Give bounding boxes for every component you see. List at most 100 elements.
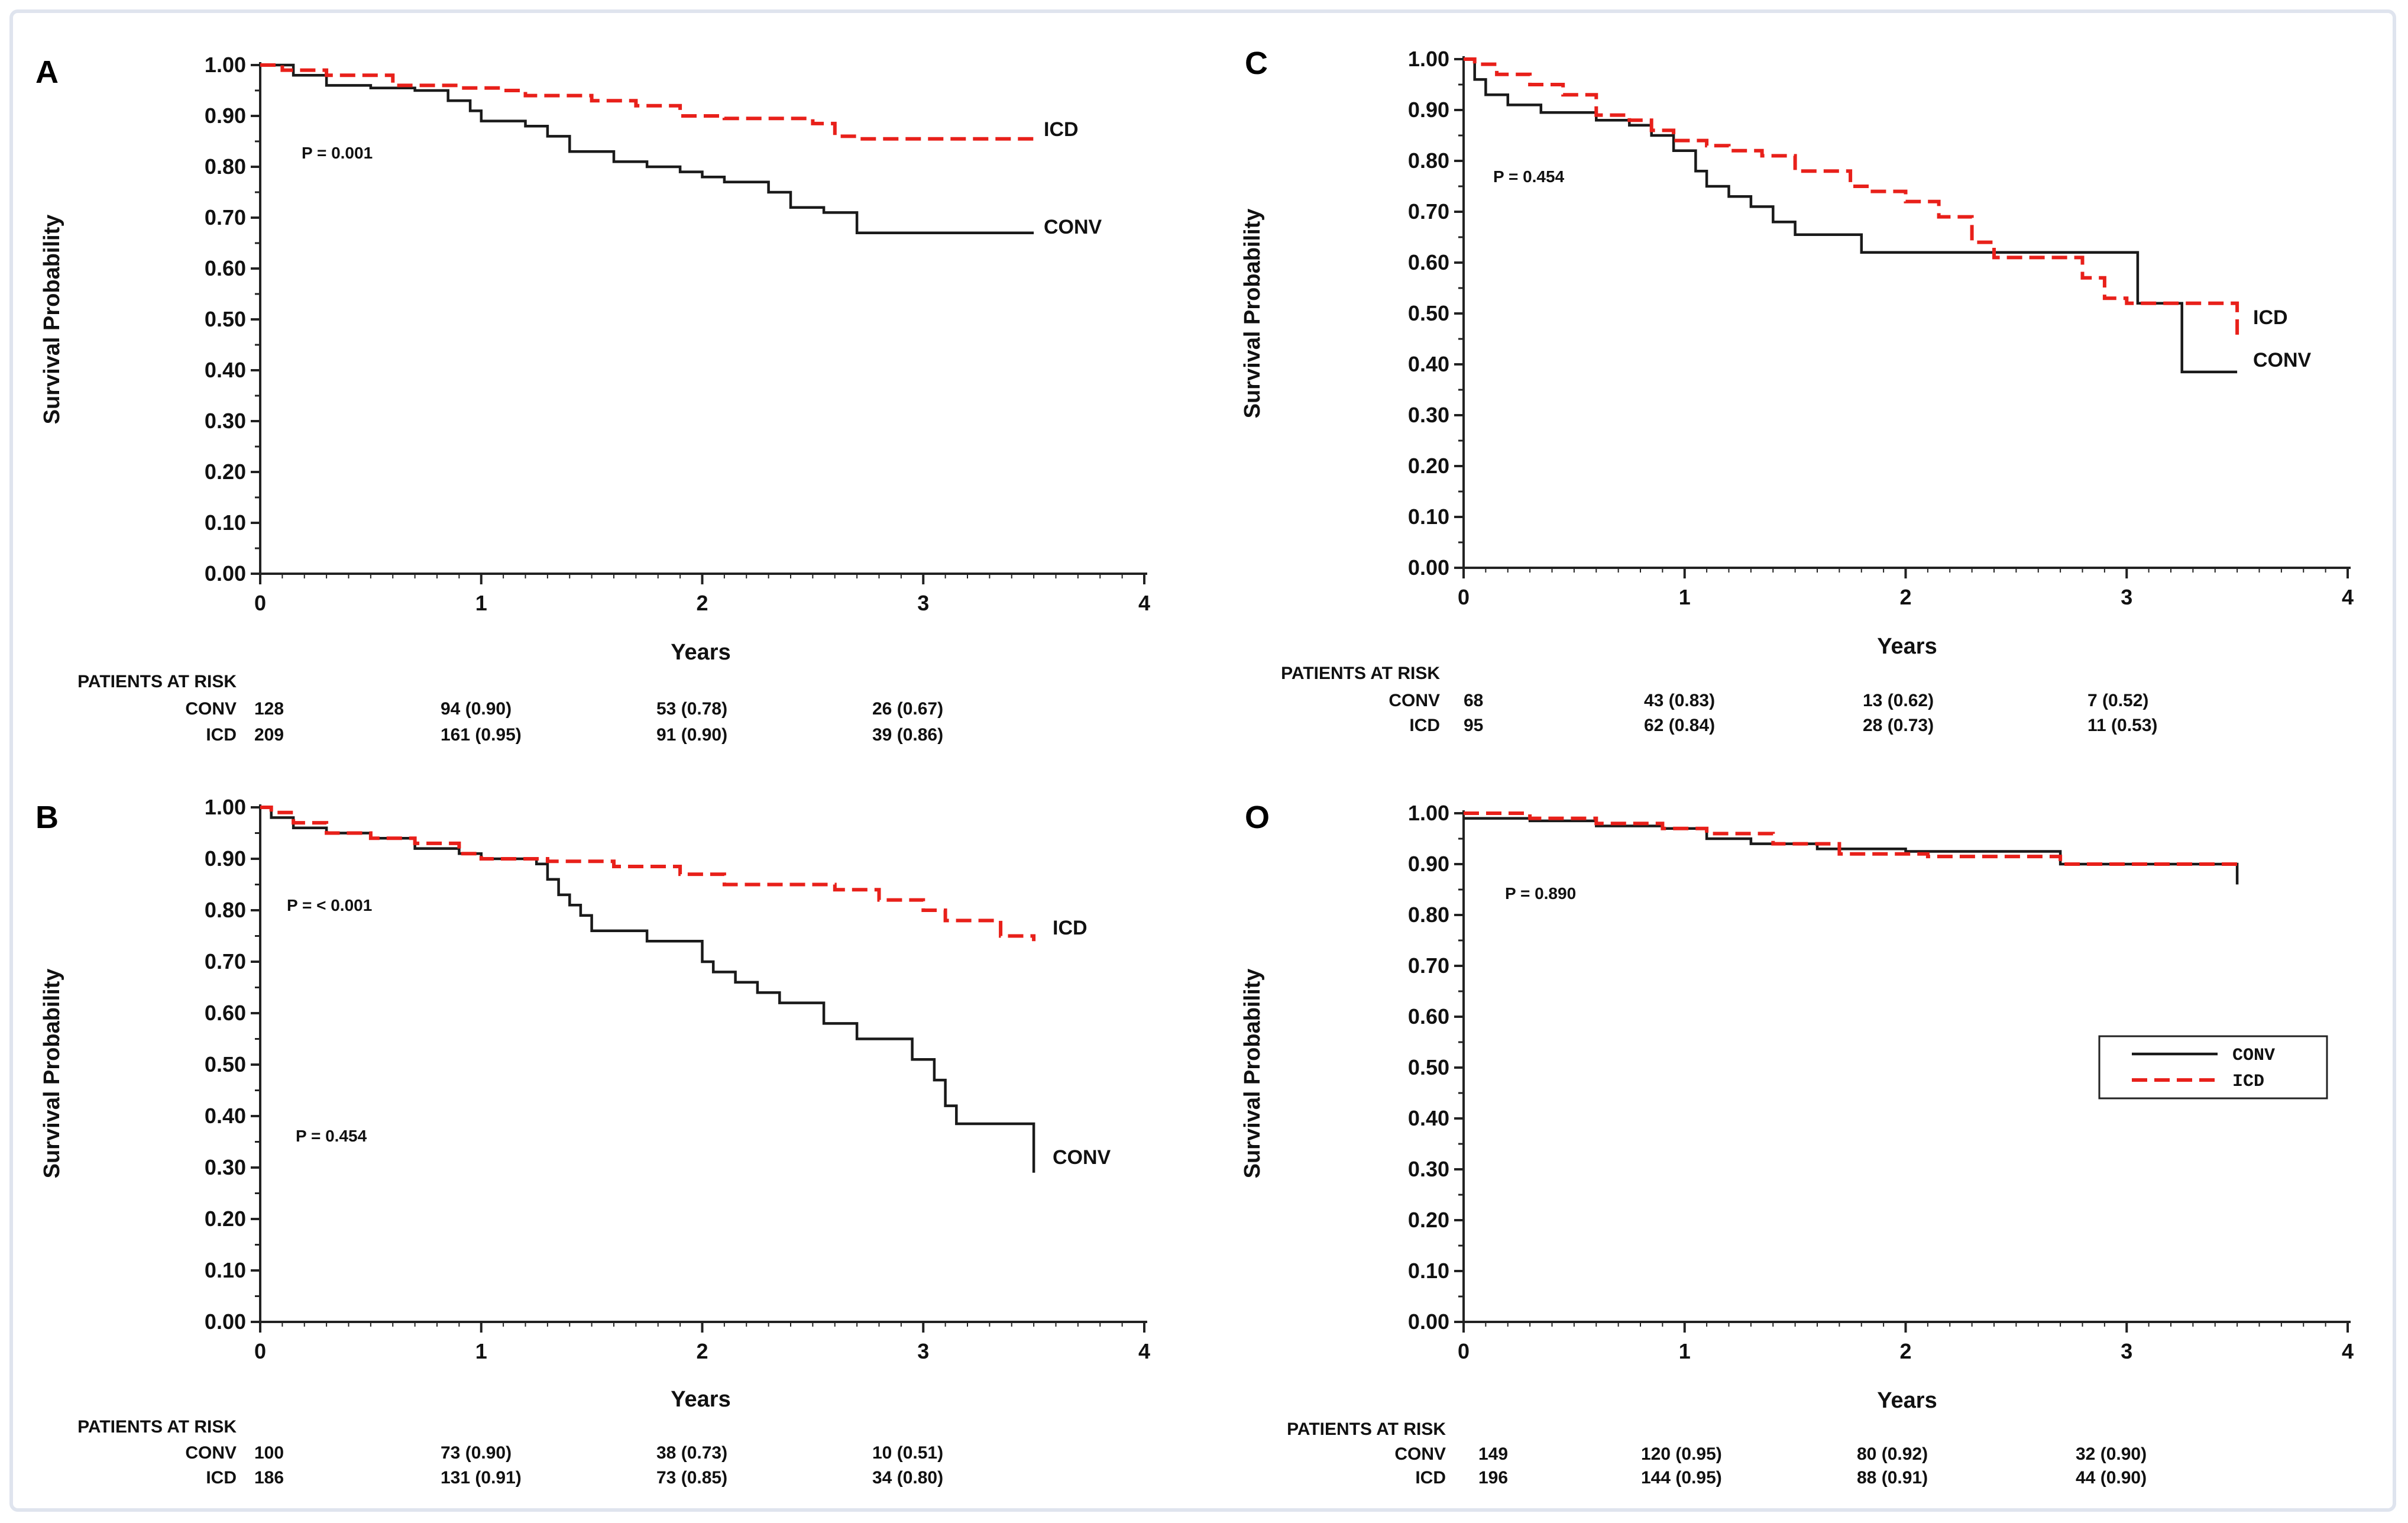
y-tick-label: 0.30 bbox=[205, 1155, 246, 1179]
at-risk-row-label: CONV bbox=[1394, 1444, 1446, 1464]
y-axis-title: Survival Probability bbox=[1240, 969, 1265, 1179]
panel-a: A 0.00 0.10 0.20 0.30 0.40 0.50 0.60 0.70 0.80 0.9… bbox=[35, 53, 1150, 745]
p-value-label: P = 0.890 bbox=[1505, 884, 1576, 903]
y-axis-title: Survival Probability bbox=[1240, 209, 1265, 419]
y-tick-label: 0.40 bbox=[205, 358, 246, 382]
legend-icd-label: ICD bbox=[2232, 1072, 2264, 1092]
x-tick-label: 2 bbox=[696, 591, 708, 615]
at-risk-cell: 43 (0.83) bbox=[1644, 691, 1715, 710]
x-tick-label: 4 bbox=[1138, 591, 1150, 615]
patients-at-risk-table: PATIENTS AT RISK CONV 68 43 (0.83) 13 (0.62)… bbox=[1281, 664, 2157, 735]
x-tick-label: 0 bbox=[254, 1339, 266, 1363]
y-tick-label: 1.00 bbox=[1408, 47, 1449, 71]
x-tick-label: 2 bbox=[1899, 1339, 1911, 1363]
at-risk-cell: 95 bbox=[1464, 716, 1483, 735]
p-value-label: P = 0.001 bbox=[302, 144, 373, 162]
conv-curve-label: CONV bbox=[1044, 216, 1102, 238]
y-tick-label: 0.90 bbox=[205, 104, 246, 128]
conv-curve-label: CONV bbox=[2253, 349, 2312, 371]
at-risk-cell: 196 bbox=[1478, 1468, 1508, 1488]
figure-frame bbox=[9, 9, 2396, 1512]
x-tick-label: 3 bbox=[917, 1339, 929, 1363]
y-tick-label: 0.10 bbox=[205, 1258, 246, 1282]
at-risk-title: PATIENTS AT RISK bbox=[77, 1417, 237, 1437]
icd-curve-label: ICD bbox=[1044, 118, 1079, 141]
y-tick-label: 0.90 bbox=[205, 846, 246, 871]
conv-survival-curve bbox=[1464, 817, 2239, 885]
x-tick-label: 4 bbox=[2342, 585, 2354, 609]
at-risk-row-label: ICD bbox=[206, 1468, 237, 1488]
y-tick-label: 0.00 bbox=[1408, 1309, 1449, 1334]
at-risk-cell: 11 (0.53) bbox=[2087, 716, 2157, 735]
y-tick-label: 0.90 bbox=[1408, 98, 1449, 122]
conv-survival-curve bbox=[1464, 57, 2238, 374]
y-tick-label: 0.40 bbox=[1408, 352, 1449, 376]
at-risk-cell: 7 (0.52) bbox=[2087, 691, 2148, 710]
at-risk-cell: 68 bbox=[1464, 691, 1483, 710]
x-tick-label: 1 bbox=[475, 1339, 487, 1363]
at-risk-cell: 53 (0.78) bbox=[656, 699, 727, 719]
at-risk-row-label: CONV bbox=[185, 699, 237, 719]
panel-c: C 0.00 0.10 0.20 0.30 0.40 0.50 0.60 0.70 0.80 0.9… bbox=[1240, 46, 2354, 735]
y-tick-label: 0.70 bbox=[205, 205, 246, 229]
conv-curve-label: CONV bbox=[1053, 1146, 1111, 1169]
y-tick-label: 0.70 bbox=[205, 949, 246, 974]
y-tick-label: 0.90 bbox=[1408, 852, 1449, 876]
x-axis-title: Years bbox=[671, 640, 730, 665]
y-tick-label: 0.80 bbox=[205, 898, 246, 922]
y-tick-label: 1.00 bbox=[205, 795, 246, 819]
at-risk-cell: 10 (0.51) bbox=[872, 1443, 943, 1463]
at-risk-cell: 100 bbox=[254, 1443, 284, 1463]
y-tick-label: 0.30 bbox=[205, 409, 246, 433]
legend: CONV ICD bbox=[2098, 1035, 2328, 1100]
y-tick-label: 0.00 bbox=[1408, 555, 1449, 580]
x-tick-label: 0 bbox=[1458, 585, 1470, 609]
at-risk-row-label: ICD bbox=[1409, 716, 1440, 735]
at-risk-cell: 161 (0.95) bbox=[441, 725, 522, 745]
x-tick-label: 4 bbox=[1138, 1339, 1150, 1363]
y-tick-label: 0.20 bbox=[1408, 1208, 1449, 1232]
x-tick-label: 4 bbox=[2342, 1339, 2354, 1363]
at-risk-cell: 32 (0.90) bbox=[2076, 1444, 2147, 1464]
at-risk-row-label: ICD bbox=[1415, 1468, 1446, 1488]
y-tick-label: 0.50 bbox=[1408, 1055, 1449, 1079]
patients-at-risk-table: PATIENTS AT RISK CONV 128 94 (0.90) 53 (0.78… bbox=[77, 672, 943, 745]
panel-b: B 0.00 0.10 0.20 0.30 0.40 0.50 0.60 0.70 0.80 0.9… bbox=[35, 795, 1150, 1488]
x-tick-label: 1 bbox=[1679, 585, 1691, 609]
y-tick-label: 0.10 bbox=[1408, 505, 1449, 529]
at-risk-row-label: CONV bbox=[185, 1443, 237, 1463]
icd-curve-label: ICD bbox=[2253, 306, 2288, 329]
at-risk-row-label: ICD bbox=[206, 725, 237, 745]
at-risk-cell: 73 (0.90) bbox=[441, 1443, 512, 1463]
at-risk-cell: 38 (0.73) bbox=[656, 1443, 727, 1463]
conv-survival-curve bbox=[260, 806, 1035, 1173]
panel-letter: O bbox=[1245, 800, 1270, 835]
at-risk-cell: 91 (0.90) bbox=[656, 725, 727, 745]
at-risk-cell: 94 (0.90) bbox=[441, 699, 512, 719]
y-tick-label: 0.80 bbox=[1408, 903, 1449, 927]
panel-letter: C bbox=[1245, 46, 1268, 81]
patients-at-risk-table: PATIENTS AT RISK CONV 100 73 (0.90) 38 (0.73… bbox=[77, 1417, 943, 1488]
p-value-label: P = 0.454 bbox=[296, 1127, 367, 1145]
legend-conv-label: CONV bbox=[2232, 1046, 2275, 1066]
y-tick-label: 0.20 bbox=[205, 460, 246, 484]
p-value-label: P = 0.454 bbox=[1493, 167, 1565, 186]
y-axis-title: Survival Probability bbox=[40, 969, 64, 1179]
y-tick-label: 0.40 bbox=[1408, 1106, 1449, 1130]
icd-survival-curve bbox=[1464, 57, 2239, 339]
x-tick-label: 3 bbox=[2121, 1339, 2132, 1363]
at-risk-cell: 62 (0.84) bbox=[1644, 716, 1715, 735]
at-risk-title: PATIENTS AT RISK bbox=[77, 672, 237, 691]
y-tick-label: 0.50 bbox=[205, 307, 246, 331]
y-tick-label: 1.00 bbox=[1408, 801, 1449, 825]
y-tick-label: 0.20 bbox=[205, 1207, 246, 1231]
y-tick-label: 1.00 bbox=[205, 53, 246, 77]
y-tick-label: 0.70 bbox=[1408, 953, 1449, 978]
x-tick-label: 3 bbox=[917, 591, 929, 615]
y-axis-title: Survival Probability bbox=[40, 215, 64, 425]
at-risk-cell: 28 (0.73) bbox=[1863, 716, 1934, 735]
at-risk-cell: 13 (0.62) bbox=[1863, 691, 1934, 710]
panel-o: O 0.00 0.10 0.20 0.30 0.40 0.50 0.60 0.70 0.80 0.9… bbox=[1240, 800, 2354, 1488]
y-tick-label: 0.80 bbox=[205, 154, 246, 179]
y-tick-label: 0.30 bbox=[1408, 403, 1449, 427]
